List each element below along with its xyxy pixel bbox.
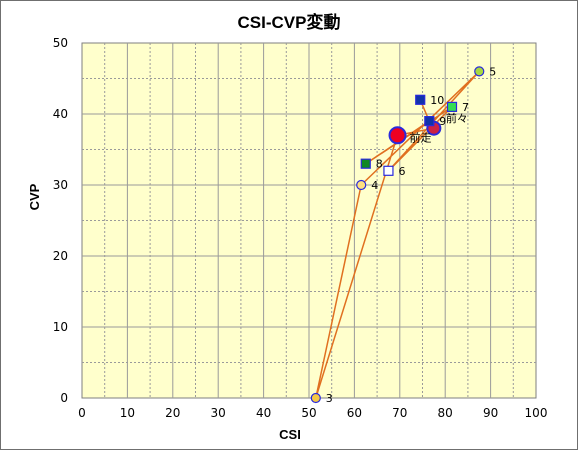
point-label-8: 8 [376, 158, 383, 171]
data-points [310, 66, 485, 404]
point-marker-7 [446, 101, 458, 113]
y-tick-label: 20 [53, 249, 68, 263]
point-marker-6 [383, 165, 394, 176]
point-label-9: 9 [439, 115, 446, 128]
point-marker-5 [474, 66, 485, 77]
y-tick-label: 0 [60, 391, 68, 405]
x-tick-labels: 0 10 20 30 40 50 60 70 80 90 100 [78, 406, 547, 420]
point-marker-9 [424, 115, 435, 127]
point-label-3: 3 [326, 392, 333, 405]
x-tick-label: 40 [256, 406, 271, 420]
grid-lines [82, 43, 536, 398]
point-marker-3 [310, 392, 321, 404]
y-axis-title: CVP [27, 183, 42, 210]
x-tick-label: 60 [347, 406, 362, 420]
point-marker-10 [415, 94, 426, 105]
x-tick-label: 20 [165, 406, 180, 420]
point-label-前々: 前々 [446, 111, 468, 125]
point-marker-8 [360, 158, 371, 169]
y-tick-label: 40 [53, 107, 68, 121]
x-tick-label: 90 [483, 406, 498, 420]
point-label-10: 10 [430, 94, 444, 107]
x-tick-label: 10 [120, 406, 135, 420]
chart-title: CSI-CVP変動 [238, 12, 341, 32]
y-tick-labels: 0 10 20 30 40 50 [53, 36, 68, 405]
point-label-4: 4 [371, 179, 378, 192]
point-label-6: 6 [398, 165, 405, 178]
point-marker-前走 [388, 126, 407, 145]
x-tick-label: 80 [438, 406, 453, 420]
x-tick-label: 0 [78, 406, 86, 420]
y-tick-label: 10 [53, 320, 68, 334]
x-axis-title: CSI [279, 427, 301, 442]
point-label-7: 7 [462, 101, 469, 114]
x-tick-label: 100 [525, 406, 548, 420]
y-tick-label: 50 [53, 36, 68, 50]
point-marker-4 [356, 179, 367, 191]
point-label-前走: 前走 [410, 130, 432, 144]
point-label-5: 5 [489, 65, 496, 78]
x-tick-label: 30 [211, 406, 226, 420]
x-tick-label: 50 [301, 406, 316, 420]
y-tick-label: 30 [53, 178, 68, 192]
x-tick-label: 70 [392, 406, 407, 420]
